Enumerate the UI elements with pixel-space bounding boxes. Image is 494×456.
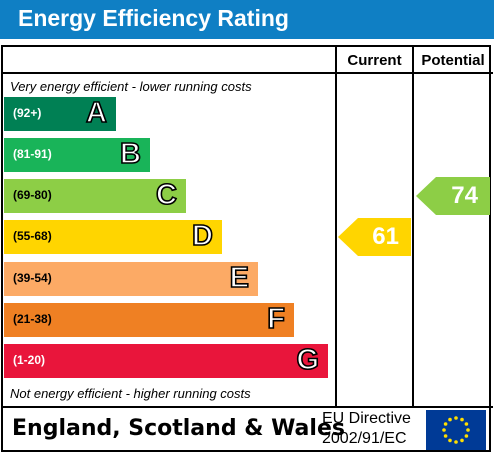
band-range-label: (39-54): [13, 271, 52, 285]
band-letter: C: [155, 178, 178, 212]
flag-star: [464, 422, 469, 426]
flag-star: [454, 416, 458, 420]
region-label: England, Scotland & Wales: [12, 416, 345, 441]
current-rating-value: 61: [372, 223, 399, 250]
footer-divider: [1, 406, 493, 408]
band-range-label: (55-68): [13, 229, 52, 243]
band-range-label: (21-38): [13, 312, 52, 326]
title-bar: Energy Efficiency Rating: [0, 0, 494, 39]
band-letter: A: [85, 96, 108, 130]
eu-flag-icon: [426, 410, 486, 450]
chart-title: Energy Efficiency Rating: [18, 5, 289, 31]
column-divider-current: [335, 45, 337, 408]
inefficient-note: Not energy efficient - higher running co…: [10, 386, 251, 401]
band-letter: E: [229, 261, 250, 295]
band-range-label: (81-91): [13, 147, 52, 161]
flag-star: [448, 438, 452, 443]
eu-directive-number: 2002/91/EC: [322, 430, 407, 447]
flag-star: [454, 440, 458, 444]
flag-star: [464, 434, 469, 438]
column-divider-potential: [412, 45, 414, 408]
potential-column-header: Potential: [421, 52, 485, 69]
efficient-note: Very energy efficient - lower running co…: [10, 79, 252, 94]
band-range-label: (69-80): [13, 188, 52, 202]
flag-star: [460, 417, 464, 422]
band-c: (69-80) C: [4, 178, 186, 213]
band-range-label: (92+): [13, 106, 42, 120]
header-divider: [1, 72, 493, 74]
potential-rating-value: 74: [451, 182, 478, 209]
band-letter: G: [296, 343, 320, 377]
band-a: (92+) A: [4, 96, 116, 131]
band-range-label: (1-20): [13, 353, 46, 367]
band-letter: D: [191, 219, 214, 253]
rating-frame: [1, 45, 491, 452]
flag-star: [443, 422, 448, 426]
flag-star: [448, 417, 452, 422]
current-column-header: Current: [347, 52, 402, 69]
band-g: (1-20) G: [4, 343, 328, 378]
band-letter: B: [119, 137, 142, 171]
band-letter: F: [266, 302, 285, 336]
flag-star: [466, 428, 470, 432]
band-d: (55-68) D: [4, 219, 222, 254]
flag-star: [443, 434, 448, 438]
band-b: (81-91) B: [4, 137, 150, 172]
eu-directive-label: EU Directive: [322, 410, 411, 427]
band-e: (39-54) E: [4, 261, 258, 296]
flag-star: [442, 428, 446, 432]
band-f: (21-38) F: [4, 302, 294, 337]
flag-star: [460, 438, 464, 443]
